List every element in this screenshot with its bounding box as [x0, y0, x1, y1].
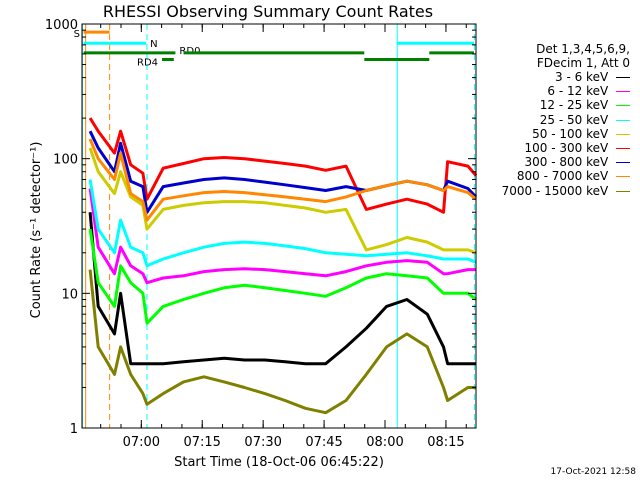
legend-label: 25 - 50 keV — [539, 112, 612, 127]
legend-entry-4: 50 - 100 keV — [532, 127, 630, 141]
series-line-1 — [88, 188, 476, 285]
legend-label: 100 - 300 keV — [524, 141, 612, 155]
legend-swatch — [616, 176, 630, 178]
series-line-7 — [88, 138, 477, 222]
legend-swatch — [616, 162, 630, 164]
legend-swatch — [616, 105, 630, 107]
legend-header-line-1: Det 1,3,4,5,6,9, — [536, 42, 630, 56]
x-tick-label-0: 07:00 — [123, 435, 160, 450]
y-tick-label-10: 10 — [61, 287, 78, 302]
legend-swatch — [616, 91, 630, 93]
legend-label: 800 - 7000 keV — [516, 169, 612, 184]
series-line-8 — [88, 269, 476, 415]
series-line-2 — [88, 228, 477, 325]
y-tick-label-1000: 1000 — [45, 18, 78, 33]
legend-label: 50 - 100 keV — [532, 126, 612, 141]
legend-swatch — [616, 77, 630, 78]
legend-entry-8: 7000 - 15000 keV — [502, 184, 630, 198]
legend-swatch — [616, 190, 630, 192]
series-line-4 — [88, 147, 477, 255]
chart-title: RHESSI Observing Summary Count Rates — [103, 2, 433, 21]
series-line-3 — [88, 179, 477, 268]
legend-entry-3: 25 - 50 keV — [540, 113, 630, 127]
legend-entry-7: 800 - 7000 keV — [517, 169, 630, 183]
legend-label: 3 - 6 keV — [555, 70, 612, 84]
legend-swatch — [616, 148, 630, 149]
x-tick-label-3: 07:45 — [305, 435, 342, 450]
x-tick-label-4: 08:00 — [366, 435, 403, 450]
series-line-5 — [88, 117, 478, 214]
segment-bar-label-0: S — [74, 29, 80, 40]
legend-label: 7000 - 15000 keV — [501, 183, 612, 198]
legend-entry-1: 6 - 12 keV — [547, 84, 630, 98]
generation-timestamp: 17-Oct-2021 12:58 — [550, 467, 636, 477]
legend-entry-5: 100 - 300 keV — [524, 141, 630, 155]
y-tick-label-1: 1 — [70, 422, 78, 437]
x-tick-label-2: 07:30 — [244, 435, 281, 450]
legend-swatch — [616, 119, 630, 121]
x-tick-label-5: 08:15 — [427, 435, 464, 450]
legend-header-line-2: FDecim 1, Att 0 — [536, 56, 630, 70]
y-axis-label: Count Rate (s⁻¹ detector⁻¹) — [29, 142, 44, 319]
segment-bar-label-6: RD4 — [137, 57, 158, 68]
y-tick-label-100: 100 — [53, 153, 78, 168]
legend-label: 6 - 12 keV — [547, 84, 612, 99]
legend-swatch — [616, 133, 630, 135]
x-axis-label: Start Time (18-Oct-06 06:45:22) — [174, 455, 384, 470]
legend-entry-2: 12 - 25 keV — [540, 98, 630, 112]
series-line-0 — [88, 212, 476, 366]
legend-entry-6: 300 - 800 keV — [524, 155, 630, 169]
x-tick-label-1: 07:15 — [183, 435, 220, 450]
legend-entry-0: 3 - 6 keV — [555, 70, 630, 84]
segment-bar-label-1: N — [150, 39, 157, 50]
legend-label: 300 - 800 keV — [524, 155, 612, 170]
plot-frame — [81, 23, 477, 429]
legend-label: 12 - 25 keV — [539, 98, 612, 113]
